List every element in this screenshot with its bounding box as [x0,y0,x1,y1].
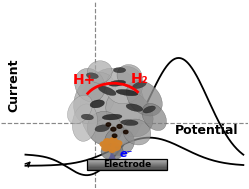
Ellipse shape [75,68,105,102]
Text: Current: Current [8,58,21,112]
Bar [87,159,167,160]
Ellipse shape [101,143,123,160]
Circle shape [106,123,111,126]
Circle shape [104,139,111,144]
Bar [87,163,167,164]
Ellipse shape [142,104,167,131]
Ellipse shape [113,67,126,73]
Ellipse shape [95,125,110,132]
Ellipse shape [132,82,146,89]
Bar [87,169,167,170]
Circle shape [111,127,116,131]
Ellipse shape [81,114,93,120]
Circle shape [117,125,122,128]
Text: H₂: H₂ [131,72,149,86]
Text: Electrode: Electrode [103,160,151,169]
Ellipse shape [90,100,104,108]
Ellipse shape [116,89,138,96]
Ellipse shape [109,80,126,86]
Text: Potential: Potential [175,124,238,137]
Text: e⁻: e⁻ [120,149,133,159]
Ellipse shape [105,127,134,156]
Ellipse shape [106,67,143,104]
Bar [87,164,167,165]
Ellipse shape [87,61,112,83]
Circle shape [110,138,117,143]
Ellipse shape [87,111,122,145]
Circle shape [100,142,107,147]
Bar [87,162,167,163]
Ellipse shape [121,120,138,125]
Text: H+: H+ [73,73,96,87]
Circle shape [124,130,128,134]
Circle shape [109,147,115,152]
Ellipse shape [74,73,116,124]
Bar [87,159,167,170]
Ellipse shape [98,86,116,95]
Ellipse shape [117,64,142,87]
Bar [87,161,167,162]
Ellipse shape [72,104,97,141]
Bar [87,165,167,167]
Ellipse shape [106,90,153,137]
Circle shape [112,134,117,137]
Ellipse shape [86,73,98,79]
Ellipse shape [126,81,162,116]
Circle shape [115,141,122,146]
Circle shape [102,145,110,151]
Ellipse shape [126,104,143,112]
Ellipse shape [80,68,144,147]
Circle shape [104,140,115,148]
Bar [87,167,167,169]
Bar [87,160,167,161]
Ellipse shape [143,106,155,113]
Ellipse shape [123,119,151,145]
Circle shape [111,144,120,150]
Ellipse shape [102,114,122,120]
Ellipse shape [67,95,92,124]
